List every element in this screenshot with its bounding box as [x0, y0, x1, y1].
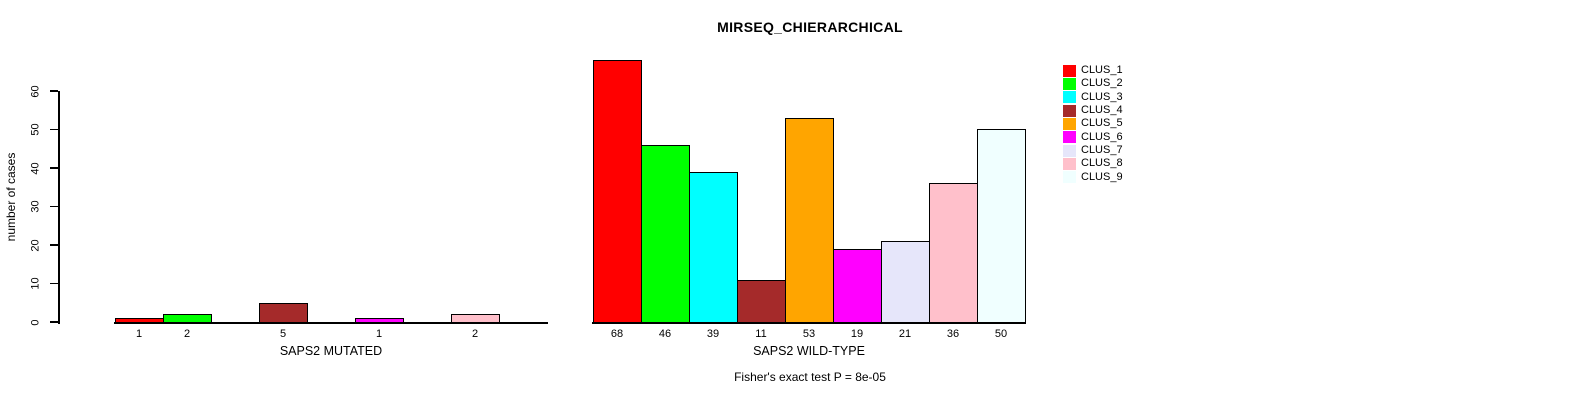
legend-swatch-clus_8: [1063, 157, 1076, 170]
legend-label: CLUS_9: [1081, 170, 1123, 183]
y-tick-mark: [50, 128, 58, 131]
legend-item-clus_2: CLUS_2: [1063, 77, 1123, 90]
bar-CLUS_7: [881, 241, 930, 323]
bar-value-label: 1: [375, 328, 383, 340]
bar-CLUS_2: [641, 145, 690, 323]
bar-CLUS_1: [593, 60, 642, 323]
fisher-test-annotation: Fisher's exact test P = 8e-05: [734, 370, 886, 384]
legend-label: CLUS_1: [1081, 64, 1123, 76]
legend-item-clus_7: CLUS_7: [1063, 144, 1123, 157]
y-tick-mark: [50, 167, 58, 169]
legend-item-clus_8: CLUS_8: [1063, 157, 1123, 170]
y-axis-line: [58, 91, 60, 324]
bar-value-label: 2: [183, 328, 191, 340]
y-tick-label: 10: [29, 277, 42, 290]
legend-label: CLUS_7: [1081, 144, 1123, 157]
legend-item-clus_9: CLUS_9: [1063, 171, 1123, 184]
bar-CLUS_8: [451, 314, 500, 323]
bar-value-label: 39: [706, 328, 720, 340]
y-tick-mark: [50, 205, 58, 208]
y-tick-label: 20: [29, 238, 42, 252]
bar-CLUS_9: [977, 129, 1026, 323]
bar-value-label: 2: [471, 328, 479, 340]
bar-value-label: 1: [135, 328, 143, 340]
bar-CLUS_1: [115, 318, 164, 323]
legend-swatch-clus_6: [1063, 131, 1076, 144]
legend-label: CLUS_8: [1081, 157, 1123, 170]
bar-value-label: 53: [802, 328, 816, 340]
legend-swatch-clus_3: [1063, 91, 1076, 104]
x-axis-title-mutated: SAPS2 MUTATED: [279, 344, 383, 358]
legend-item-clus_1: CLUS_1: [1063, 64, 1123, 77]
x-axis-baseline: [114, 322, 548, 324]
chart-title: MIRSEQ_CHIERARCHICAL: [717, 19, 903, 35]
bar-value-label: 21: [898, 328, 912, 340]
legend-item-clus_5: CLUS_5: [1063, 117, 1123, 130]
legend-label: CLUS_2: [1081, 77, 1123, 90]
bar-value-label: 19: [850, 328, 864, 340]
y-tick-label: 60: [29, 84, 42, 98]
bar-value-label: 5: [279, 328, 287, 340]
y-tick-mark: [50, 282, 58, 285]
legend-swatch-clus_9: [1063, 171, 1076, 184]
y-tick-mark: [50, 90, 58, 92]
legend-label: CLUS_3: [1081, 90, 1123, 103]
bar-value-label: 68: [610, 328, 624, 340]
y-tick-label: 30: [29, 200, 42, 213]
y-tick-mark: [50, 321, 58, 323]
y-tick-label: 40: [29, 161, 42, 175]
legend: CLUS_1 CLUS_2 CLUS_3 CLUS_4 CLUS_5 CLUS_6 CLUS…: [1063, 64, 1203, 189]
bar-CLUS_4: [737, 280, 786, 323]
legend-label: CLUS_6: [1081, 130, 1123, 143]
x-axis-title-wildtype: SAPS2 WILD-TYPE: [753, 344, 865, 358]
bar-CLUS_3: [689, 172, 738, 323]
bar-CLUS_4: [259, 303, 308, 323]
legend-item-clus_3: CLUS_3: [1063, 91, 1123, 104]
legend-swatch-clus_2: [1063, 77, 1076, 90]
legend-swatch-clus_4: [1063, 104, 1076, 117]
bar-value-label: 11: [755, 328, 767, 340]
y-tick-label: 50: [29, 123, 42, 136]
bar-value-label: 50: [994, 328, 1008, 340]
y-axis-title: number of cases: [4, 152, 18, 242]
legend-swatch-clus_5: [1063, 117, 1076, 130]
bar-CLUS_8: [929, 183, 978, 323]
legend-item-clus_6: CLUS_6: [1063, 131, 1123, 144]
y-tick-label: 0: [29, 318, 42, 326]
bar-value-label: 36: [946, 328, 960, 340]
bar-CLUS_6: [355, 318, 404, 323]
bar-CLUS_6: [833, 249, 882, 323]
bar-value-label: 46: [658, 328, 672, 340]
legend-label: CLUS_5: [1081, 117, 1123, 130]
legend-label: CLUS_4: [1081, 104, 1123, 117]
y-tick-mark: [50, 244, 58, 246]
legend-swatch-clus_7: [1063, 144, 1076, 157]
bar-CLUS_5: [785, 118, 834, 323]
bar-CLUS_2: [163, 314, 212, 323]
legend-swatch-clus_1: [1063, 64, 1076, 77]
legend-item-clus_4: CLUS_4: [1063, 104, 1123, 117]
